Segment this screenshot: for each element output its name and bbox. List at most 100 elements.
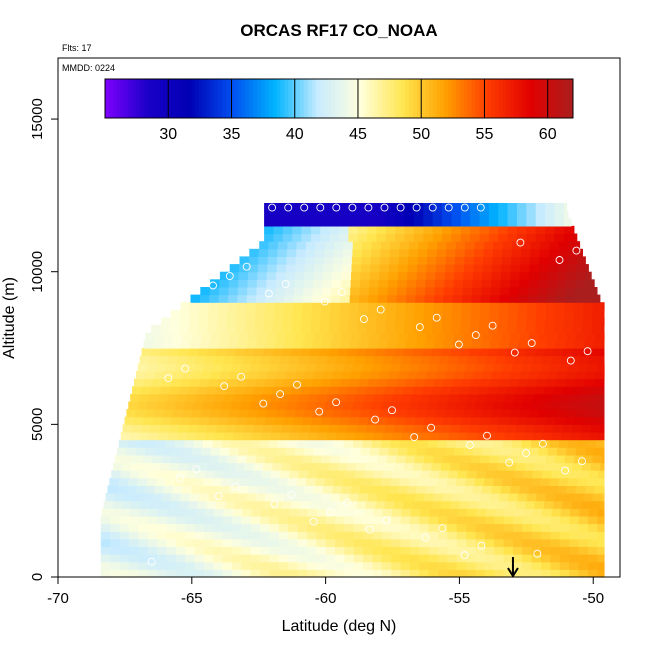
heatmap-cell <box>326 470 337 479</box>
heatmap-cell <box>336 355 347 364</box>
heatmap-cell <box>320 203 331 212</box>
heatmap-cell <box>235 424 245 433</box>
colorbar-segment <box>128 79 133 118</box>
heatmap-cell <box>463 447 474 456</box>
heatmap-cell <box>426 370 437 380</box>
heatmap-cell <box>379 332 390 341</box>
colorbar-segment <box>456 79 461 118</box>
heatmap-cell <box>484 554 495 563</box>
heatmap-cell <box>444 271 455 280</box>
heatmap-cell <box>592 302 603 311</box>
heatmap-cell <box>446 477 457 486</box>
heatmap-cell <box>602 302 605 311</box>
heatmap-cell <box>261 355 272 364</box>
heatmap-cell <box>371 439 382 448</box>
heatmap-cell <box>573 309 584 319</box>
heatmap-cell <box>544 325 555 334</box>
heatmap-cell <box>534 462 545 471</box>
heatmap-cell <box>471 302 481 311</box>
heatmap-cell <box>461 309 472 319</box>
heatmap-cell <box>517 493 528 502</box>
heatmap-cell <box>257 271 268 280</box>
heatmap-cell <box>213 538 224 547</box>
colorbar-segment <box>350 79 356 118</box>
heatmap-cell <box>247 279 258 288</box>
heatmap-cell <box>400 515 411 525</box>
colorbar-segment <box>245 79 250 118</box>
heatmap-cell <box>503 363 514 372</box>
heatmap-cell <box>358 454 369 464</box>
heatmap-cell <box>484 439 495 448</box>
heatmap-cell <box>433 454 444 464</box>
heatmap-cell <box>208 302 219 311</box>
colorbar-segment <box>475 79 480 118</box>
heatmap-cell <box>529 271 539 280</box>
heatmap-cell <box>542 432 553 441</box>
heatmap-cell <box>212 477 223 486</box>
heatmap-cell <box>304 264 315 273</box>
heatmap-cell <box>441 348 452 357</box>
heatmap-cell <box>388 271 399 280</box>
heatmap-cell <box>255 309 266 319</box>
heatmap-cell <box>340 294 351 303</box>
heatmap-cell <box>291 325 302 334</box>
heatmap-cell <box>520 264 531 273</box>
sample-point <box>343 498 352 507</box>
heatmap-cell <box>461 378 472 387</box>
heatmap-cell <box>353 439 363 448</box>
heatmap-cell <box>591 424 601 433</box>
heatmap-cell <box>110 554 121 563</box>
heatmap-cell <box>416 485 427 494</box>
heatmap-cell <box>498 309 509 319</box>
heatmap-cell <box>203 546 214 555</box>
heatmap-cell <box>582 317 593 326</box>
heatmap-cell <box>130 432 141 441</box>
heatmap-cell <box>538 447 549 456</box>
heatmap-cell <box>203 554 214 563</box>
heatmap-cell <box>167 508 178 517</box>
heatmap-cell <box>473 409 483 418</box>
heatmap-cell <box>546 378 557 387</box>
sample-point <box>309 517 318 526</box>
sample-point <box>432 313 441 322</box>
colorbar-segment <box>569 79 574 118</box>
heatmap-cell <box>175 515 186 525</box>
heatmap-cell <box>329 225 340 235</box>
colorbar-segment <box>479 79 484 118</box>
heatmap-cell <box>167 432 178 441</box>
heatmap-cell <box>456 561 467 570</box>
heatmap-cell <box>597 515 605 525</box>
heatmap-cell <box>368 302 378 311</box>
colorbar-segment <box>522 79 527 118</box>
sample-point <box>421 533 430 542</box>
heatmap-cell <box>176 508 187 517</box>
heatmap-cell <box>146 477 157 486</box>
heatmap-cell <box>559 561 570 570</box>
heatmap-cell <box>336 470 346 479</box>
heatmap-cell <box>209 340 219 349</box>
heatmap-cell <box>422 325 433 334</box>
heatmap-cell <box>469 386 480 395</box>
heatmap-cell <box>441 424 452 433</box>
heatmap-cell <box>289 508 300 517</box>
y-tick-label: 10000 <box>29 251 46 293</box>
heatmap-cell <box>573 317 584 326</box>
heatmap-cell <box>439 470 450 479</box>
heatmap-cell <box>521 477 532 486</box>
heatmap-cell <box>344 515 355 525</box>
heatmap-cell <box>507 225 518 235</box>
heatmap-cell <box>232 538 242 547</box>
heatmap-cell <box>582 325 593 334</box>
heatmap-cell <box>141 462 152 471</box>
heatmap-cell <box>443 287 454 296</box>
heatmap-cell <box>313 271 324 280</box>
heatmap-cell <box>220 409 231 418</box>
heatmap-cell <box>566 271 577 280</box>
heatmap-cell <box>405 294 416 303</box>
heatmap-cell <box>442 302 453 311</box>
heatmap-cell <box>419 538 430 547</box>
heatmap-cell <box>302 294 313 303</box>
heatmap-cell <box>423 317 434 326</box>
heatmap-cell <box>223 470 234 479</box>
